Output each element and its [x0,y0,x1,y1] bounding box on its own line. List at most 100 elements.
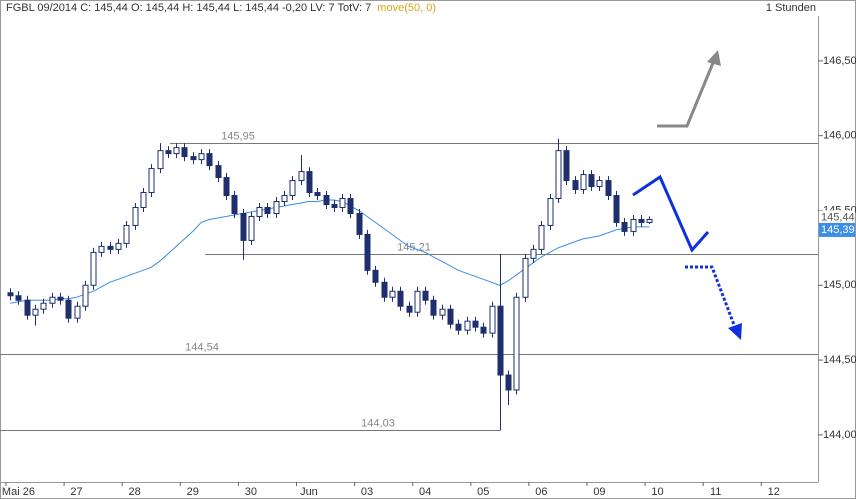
candle-body [132,206,139,226]
x-tick-label: 29 [187,486,199,498]
plot: 145,95 145,21 144,54 144,03 [0,130,818,431]
candle-body [90,251,97,286]
candle-body [273,201,280,214]
candle-body [248,215,255,241]
candle-body [157,150,164,170]
candle-body [505,374,512,391]
candle-body [555,150,562,200]
candle-body [596,180,603,188]
candle-body [256,206,263,217]
candle-body [472,320,479,328]
candle-body [206,153,213,167]
price-box [819,222,855,237]
x-tick-label: Mai 26 [2,486,35,498]
candle-body [264,206,271,214]
candle-body [406,305,413,313]
candle-body [82,284,89,307]
candle-body [306,171,313,194]
candle-body [223,177,230,197]
x-tick-label: 04 [419,486,431,498]
candle-body [530,248,537,259]
candle-body [231,195,238,214]
candle-body [513,296,520,391]
candle-body [181,147,188,158]
arrow-zigzag [632,174,710,253]
candle-body [638,218,645,223]
candle-body [115,242,122,250]
y-tick-label: 146,00 [823,130,856,142]
price-label: 145,39 [821,224,855,236]
y-tick-label: 144,50 [823,354,856,366]
candle-body [32,308,39,316]
y-tick-label: 146,50 [823,55,856,67]
candle-body [240,212,247,241]
candle-body [364,233,371,271]
x-tick-label: 09 [593,486,605,498]
level-label: 145,21 [397,241,431,253]
candle-body [289,180,296,197]
arrow-up-head [707,50,721,66]
candle-body [572,180,579,191]
moving-average [10,199,650,304]
candle-body [323,195,330,205]
candle-body [74,305,81,319]
candle-body [24,299,31,316]
x-tick-label: 06 [535,486,547,498]
candle-body [298,171,305,182]
x-tick-label: 27 [70,486,82,498]
x-tick-label: Jun [300,486,318,498]
candle-body [281,195,288,203]
candle-body [563,150,570,182]
candle-body [140,192,147,208]
candle-body [65,299,72,319]
candle-body [580,174,587,191]
level-label: 144,54 [185,341,219,353]
candle-body [613,195,620,223]
candle-body [522,257,529,298]
candle-body [497,305,504,376]
candle-body [630,218,637,232]
candle-body [57,296,64,301]
indicator-label: move(50, 0) [377,2,436,14]
arrow-down [685,265,738,331]
candle-body [347,198,354,214]
candle-body [588,174,595,188]
candle-body [538,224,545,250]
candle-body [605,180,612,197]
candle-body [331,203,338,208]
price-box [819,210,855,225]
candle-body [372,269,379,283]
candle-body [314,192,321,197]
candle-body [381,281,388,298]
candle-body [422,290,429,301]
arrow-up [657,57,717,128]
candle-body [356,212,363,235]
x-tick-label: 11 [710,486,721,498]
candle-body [397,290,404,307]
candle-body [107,245,114,250]
candle-body [190,156,197,161]
candle-body [148,168,155,194]
candle-body [430,299,437,316]
candle-body [439,308,446,316]
x-tick-label: 03 [361,486,373,498]
candle-body [447,308,454,325]
candle-body [7,292,14,297]
candle-body [40,302,47,310]
candle-body [621,221,628,232]
x-tick-label: 30 [245,486,257,498]
candle-body [49,296,56,304]
timeframe: 1 Stunden [766,2,816,14]
level-label: 145,95 [221,130,255,142]
level-label: 144,03 [361,417,395,429]
price-label: 145,44 [821,211,855,223]
x-tick-label: 05 [477,486,489,498]
candle-body [339,198,346,208]
y-tick-label: 145,00 [823,279,856,291]
candle-body [123,224,130,244]
candle-body [165,150,172,155]
candle-body [480,326,487,334]
x-tick-label: 10 [651,486,663,498]
